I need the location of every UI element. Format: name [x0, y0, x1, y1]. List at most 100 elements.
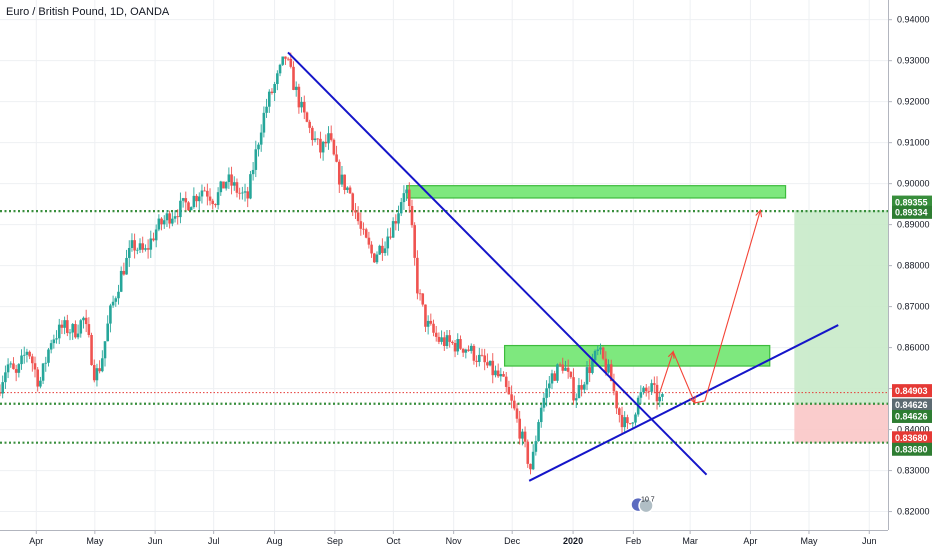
candle-body: [566, 367, 570, 372]
candle-body: [267, 91, 271, 107]
candle-body: [117, 291, 120, 299]
time-tick-label: 2020: [563, 536, 583, 546]
candle-body: [216, 192, 220, 206]
candle-body: [52, 339, 56, 344]
candle-body: [25, 351, 29, 355]
candle-body: [539, 407, 543, 423]
candle-body: [480, 354, 484, 356]
candle-body: [456, 339, 460, 352]
trendline[interactable]: [287, 51, 708, 476]
candle-body: [103, 341, 107, 359]
candle-body: [176, 216, 180, 218]
time-tick-label: Sep: [327, 536, 343, 546]
price-badge[interactable]: [892, 398, 932, 412]
candle-body: [383, 248, 387, 254]
candle-body: [451, 341, 454, 344]
candle-body: [270, 91, 274, 93]
candle-body: [375, 254, 379, 263]
time-tick-label: Apr: [29, 536, 43, 546]
candle-body: [529, 463, 532, 470]
price-badge[interactable]: [892, 195, 932, 209]
trendline[interactable]: [528, 324, 839, 482]
candle-body: [36, 369, 39, 387]
event-marker-icon[interactable]: 10 7: [630, 497, 655, 514]
price-badge[interactable]: [892, 409, 932, 423]
candle-body: [262, 112, 266, 133]
candle-body: [499, 374, 503, 377]
price-badge-label: 0.84903: [895, 386, 928, 396]
position-profit-zone[interactable]: [794, 210, 888, 404]
long-position-box[interactable]: [794, 210, 888, 443]
candle-body: [647, 391, 651, 393]
candle-body: [63, 320, 66, 328]
candle-body: [402, 193, 406, 203]
price-tick-label: 0.89000: [897, 220, 930, 230]
price-badge[interactable]: [892, 384, 932, 398]
candle-body: [109, 305, 112, 324]
candle-body: [157, 218, 161, 230]
position-loss-zone[interactable]: [794, 403, 888, 443]
candle-body: [394, 221, 398, 224]
price-axis[interactable]: 0.820000.830000.840000.850000.860000.870…: [888, 0, 932, 530]
candle-body: [650, 383, 653, 392]
candle-body: [513, 400, 516, 409]
candle-body: [286, 58, 290, 60]
candle-body: [432, 323, 435, 333]
candle-body: [346, 187, 349, 190]
candle-body: [324, 141, 328, 144]
candle-body: [604, 358, 608, 373]
time-tick-label: Jun: [862, 536, 877, 546]
candle-body: [429, 320, 433, 324]
candle-body: [542, 397, 546, 408]
candle-body: [585, 367, 589, 385]
candle-body: [448, 335, 451, 342]
candle-body: [82, 317, 85, 321]
candle-body: [294, 86, 298, 90]
candle-body: [119, 270, 123, 292]
price-badge-label: 0.89355: [895, 197, 928, 207]
price-badge[interactable]: [892, 431, 932, 445]
candle-body: [515, 408, 519, 419]
candle-body: [607, 364, 610, 373]
supply-demand-zones[interactable]: [406, 185, 787, 367]
candle-body: [359, 221, 363, 229]
candle-body: [44, 362, 48, 364]
candle-body: [569, 371, 573, 378]
price-badge[interactable]: [892, 205, 932, 219]
zone-rectangle[interactable]: [503, 344, 771, 367]
candle-body: [302, 101, 306, 113]
candle-body: [601, 347, 605, 359]
projection-arrowhead-up: [667, 350, 675, 359]
price-badge[interactable]: [892, 442, 932, 456]
projection-path[interactable]: [659, 209, 763, 405]
candle-body: [362, 228, 365, 230]
candle-body: [20, 355, 23, 365]
candle-body: [378, 245, 381, 255]
candle-body: [599, 347, 602, 350]
zone-rectangle[interactable]: [406, 185, 787, 199]
candle-body: [9, 363, 13, 365]
event-circle-secondary[interactable]: [638, 497, 654, 514]
price-tick-label: 0.83000: [897, 466, 930, 476]
candle-body: [79, 320, 83, 334]
candle-body: [219, 181, 223, 193]
candle-body: [502, 374, 505, 377]
candle-body: [461, 348, 465, 353]
candle-body: [6, 364, 10, 373]
candle-body: [335, 154, 338, 162]
candle-body: [60, 324, 64, 328]
candle-body: [206, 190, 209, 197]
candle-body: [130, 240, 134, 248]
candle-body: [381, 245, 384, 254]
time-axis[interactable]: Apr May Jun Jul Aug Sep Oct Nov Dec 2020 Feb Mar Apr…: [0, 530, 932, 550]
trendlines[interactable]: [287, 51, 839, 482]
price-tick-label: 0.87000: [897, 302, 930, 312]
candle-body: [531, 451, 535, 470]
candle-body: [92, 365, 96, 381]
candle-body: [171, 218, 174, 224]
time-tick-label: May: [800, 536, 818, 546]
time-tick-label: May: [86, 536, 104, 546]
candle-body: [620, 414, 624, 428]
candle-body: [504, 376, 508, 387]
